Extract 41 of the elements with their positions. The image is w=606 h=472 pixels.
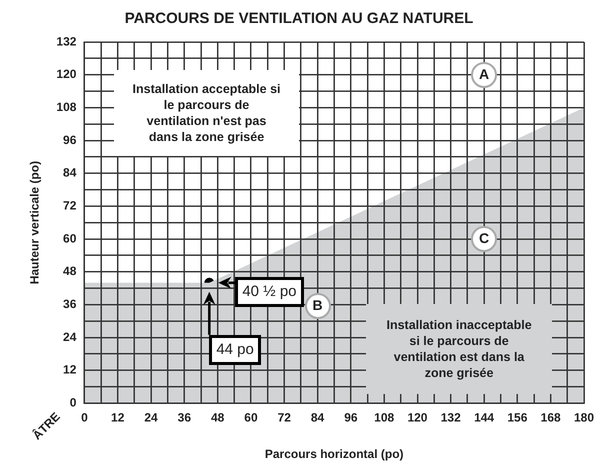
- x-tick-label: 0: [81, 410, 88, 425]
- y-tick-label: 24: [63, 330, 77, 344]
- annotation: A: [479, 66, 490, 82]
- text-panel: Installation inacceptable si le parcours de ventilation est dans la zone grisée: [366, 304, 552, 394]
- x-tick-label: 24: [144, 410, 158, 425]
- x-tick-label: 36: [178, 410, 192, 425]
- y-tick-label: 84: [63, 166, 77, 180]
- y-tick-label: 132: [56, 34, 77, 48]
- y-tick-label: 60: [63, 231, 77, 246]
- y-tick-label: 108: [56, 100, 77, 114]
- y-tick-label: 96: [63, 132, 77, 147]
- annotation: C: [479, 230, 490, 246]
- y-tick-label: 36: [63, 297, 77, 312]
- x-tick-label: 156: [507, 410, 528, 425]
- annotation: B: [312, 297, 323, 314]
- x-tick-label: 48: [210, 410, 225, 425]
- y-axis-title: Hauteur verticale (po): [28, 160, 42, 284]
- x-tick-label: 132: [440, 410, 462, 425]
- text-panel: Installation acceptable si le parcours de ventilation n'est pas dans la zone grisée: [114, 70, 300, 156]
- x-tick-label: 120: [407, 410, 428, 425]
- x-tick-label: 168: [540, 410, 562, 425]
- y-tick-label: 120: [56, 67, 77, 82]
- letter-circle: A: [471, 62, 498, 88]
- x-axis-title: Parcours horizontal (po): [264, 447, 404, 462]
- x-tick-label: 60: [244, 410, 258, 425]
- y-tick-label: 48: [63, 264, 77, 278]
- x-tick-label: 180: [574, 410, 594, 425]
- y-tick-label: 0: [70, 396, 77, 410]
- y-tick-label: 72: [63, 198, 77, 212]
- chart-title: PARCOURS DE VENTILATION AU GAZ NATUREL: [124, 10, 474, 28]
- x-tick-label: 84: [310, 410, 325, 425]
- x-tick-label: 108: [374, 410, 394, 425]
- annotation: 44 po: [216, 340, 254, 358]
- y-tick-label: 12: [63, 362, 77, 377]
- annotation: Installation acceptable si le parcours de ventilation n'est pas dans la zone grisée: [132, 81, 281, 146]
- annotation: 40 ½ po: [242, 282, 297, 300]
- x-tick-label: 144: [474, 410, 494, 425]
- annotation: Installation inacceptable si le parcours de ventilation est dans la zone grisée: [385, 317, 533, 382]
- x-tick-label: 96: [344, 410, 358, 425]
- x-tick-label: 72: [278, 410, 292, 425]
- x-tick-label: 12: [111, 410, 125, 425]
